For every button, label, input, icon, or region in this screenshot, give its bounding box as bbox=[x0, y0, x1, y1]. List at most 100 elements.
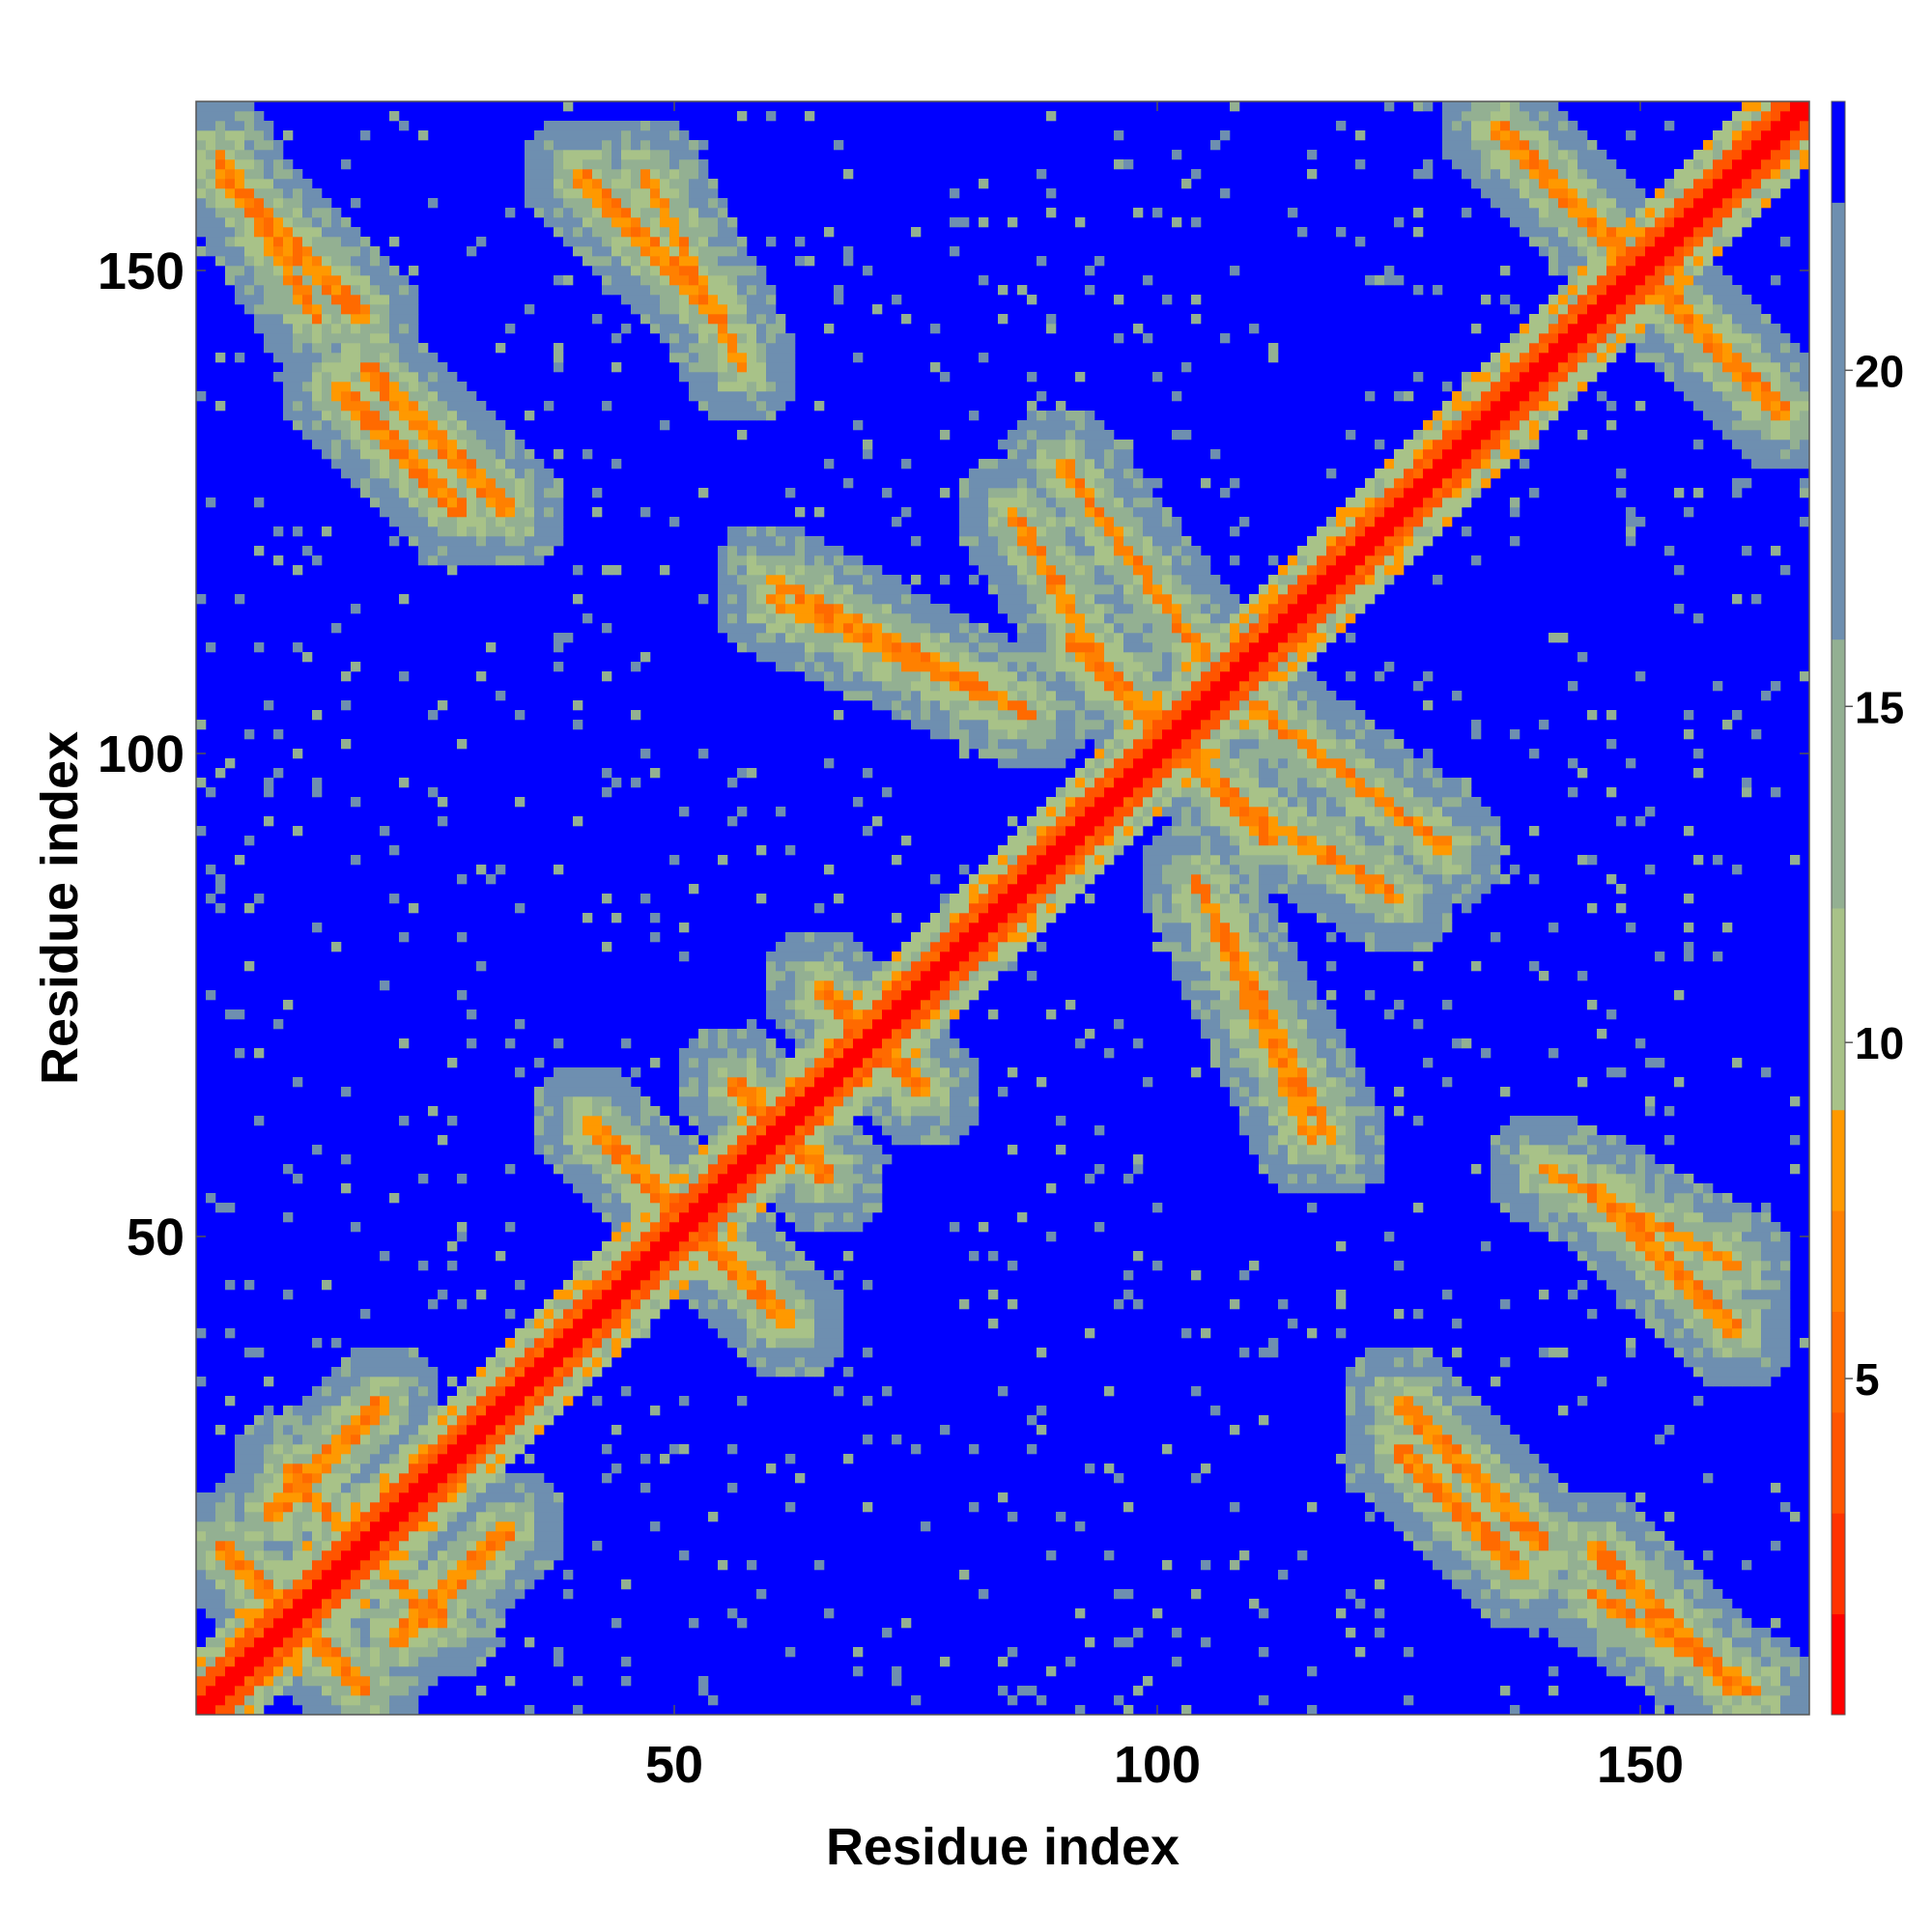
heatmap-cell bbox=[776, 1067, 786, 1078]
heatmap-cell bbox=[254, 266, 265, 276]
heatmap-cell bbox=[814, 1183, 825, 1194]
heatmap-cell bbox=[331, 1560, 342, 1571]
heatmap-cell bbox=[293, 565, 303, 576]
heatmap-cell bbox=[766, 391, 777, 402]
heatmap-cell bbox=[650, 285, 661, 296]
heatmap-cell bbox=[708, 188, 719, 199]
heatmap-cell bbox=[225, 1599, 236, 1609]
heatmap-cell bbox=[389, 497, 400, 508]
heatmap-cell bbox=[1056, 797, 1066, 808]
heatmap-cell bbox=[486, 1531, 497, 1542]
heatmap-cell bbox=[892, 990, 902, 1001]
heatmap-cell bbox=[351, 362, 361, 373]
heatmap-cell bbox=[573, 1280, 583, 1291]
heatmap-cell bbox=[747, 1290, 757, 1300]
heatmap-cell bbox=[988, 555, 999, 566]
heatmap-cell bbox=[766, 1087, 777, 1097]
heatmap-cell bbox=[814, 594, 825, 605]
heatmap-cell bbox=[496, 1463, 506, 1474]
heatmap-cell bbox=[1017, 865, 1028, 875]
heatmap-cell bbox=[747, 1232, 757, 1242]
heatmap-cell bbox=[544, 1502, 554, 1513]
heatmap-cell bbox=[640, 1106, 651, 1117]
heatmap-cell bbox=[611, 1125, 622, 1136]
heatmap-cell bbox=[312, 1473, 323, 1484]
heatmap-cell bbox=[650, 1270, 661, 1281]
heatmap-cell bbox=[254, 642, 265, 653]
heatmap-cell bbox=[834, 961, 844, 972]
heatmap-cell bbox=[969, 526, 980, 537]
heatmap-cell bbox=[766, 633, 777, 643]
heatmap-cell bbox=[573, 1125, 583, 1136]
heatmap-cell bbox=[679, 1280, 690, 1291]
heatmap-cell bbox=[467, 1377, 477, 1387]
heatmap-cell bbox=[776, 971, 786, 981]
heatmap-cell bbox=[331, 246, 342, 257]
heatmap-cell bbox=[640, 1280, 651, 1291]
heatmap-cell bbox=[1027, 749, 1037, 759]
heatmap-cell bbox=[1008, 478, 1018, 489]
heatmap-cell bbox=[264, 778, 274, 788]
heatmap-cell bbox=[235, 1521, 245, 1532]
heatmap-cell bbox=[901, 961, 912, 972]
heatmap-cell bbox=[293, 1435, 303, 1445]
heatmap-cell bbox=[215, 1570, 226, 1580]
heatmap-cell bbox=[293, 1406, 303, 1416]
heatmap-cell bbox=[747, 584, 757, 595]
heatmap-cell bbox=[351, 1483, 361, 1493]
heatmap-cell bbox=[727, 1096, 738, 1107]
heatmap-cell bbox=[727, 1183, 738, 1194]
heatmap-cell bbox=[747, 1096, 757, 1107]
heatmap-cell bbox=[930, 1009, 941, 1020]
heatmap-cell bbox=[273, 295, 284, 305]
heatmap-cell bbox=[611, 140, 622, 151]
heatmap-cell bbox=[496, 1531, 506, 1542]
heatmap-cell bbox=[428, 1406, 439, 1416]
heatmap-cell bbox=[360, 1589, 371, 1600]
heatmap-cell bbox=[1037, 662, 1047, 672]
heatmap-cell bbox=[351, 662, 361, 672]
heatmap-cell bbox=[389, 517, 400, 527]
heatmap-cell bbox=[921, 613, 931, 624]
heatmap-cell bbox=[264, 1570, 274, 1580]
heatmap-cell bbox=[312, 1705, 323, 1716]
heatmap-cells bbox=[196, 101, 1810, 1716]
heatmap-cell bbox=[669, 1174, 680, 1184]
heatmap-cell bbox=[1046, 729, 1057, 740]
heatmap-cell bbox=[766, 1241, 777, 1252]
heatmap-cell bbox=[892, 1106, 902, 1117]
heatmap-cell bbox=[776, 333, 786, 344]
heatmap-cell bbox=[534, 488, 545, 498]
heatmap-cell bbox=[940, 1116, 951, 1126]
heatmap-cell bbox=[312, 1463, 323, 1474]
heatmap-cell bbox=[969, 874, 980, 885]
heatmap-cell bbox=[872, 1077, 883, 1088]
heatmap-cell bbox=[621, 246, 632, 257]
heatmap-cell bbox=[1056, 488, 1066, 498]
heatmap-cell bbox=[727, 411, 738, 421]
heatmap-cell bbox=[360, 314, 371, 325]
heatmap-cell bbox=[785, 845, 796, 856]
heatmap-cell bbox=[418, 1492, 429, 1503]
heatmap-cell bbox=[563, 1328, 574, 1339]
heatmap-cell bbox=[853, 1038, 864, 1049]
heatmap-cell bbox=[1027, 652, 1037, 663]
heatmap-cell bbox=[814, 662, 825, 672]
heatmap-cell bbox=[554, 1077, 564, 1088]
heatmap-cell bbox=[409, 372, 419, 383]
heatmap-cell bbox=[515, 507, 526, 518]
heatmap-cell bbox=[689, 1038, 699, 1049]
heatmap-cell bbox=[554, 1154, 564, 1165]
heatmap-cell bbox=[911, 1116, 922, 1126]
heatmap-cell bbox=[930, 691, 941, 701]
heatmap-cell bbox=[969, 1444, 980, 1455]
heatmap-cell bbox=[283, 401, 294, 412]
heatmap-cell bbox=[544, 1492, 554, 1503]
heatmap-cell bbox=[302, 198, 313, 209]
heatmap-cell bbox=[756, 1029, 767, 1039]
heatmap-cell bbox=[679, 1290, 690, 1300]
heatmap-cell bbox=[727, 256, 738, 267]
heatmap-cell bbox=[409, 903, 419, 914]
heatmap-cell bbox=[380, 1473, 390, 1484]
